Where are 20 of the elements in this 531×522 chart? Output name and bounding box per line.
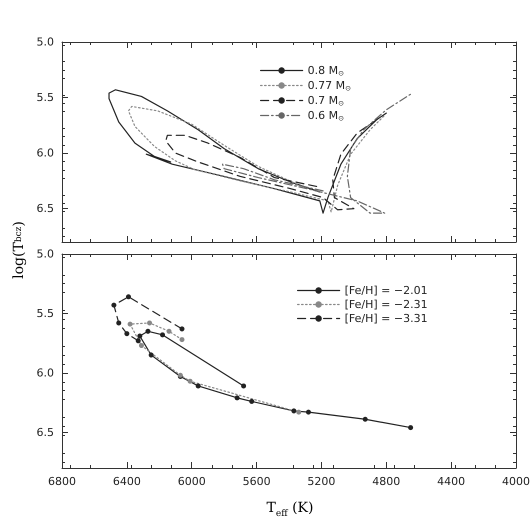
y-tick-label: 6.0 — [36, 366, 54, 380]
legend-label: [Fe/H] = −3.31 — [344, 312, 428, 325]
x-tick-label: 4800 — [372, 475, 400, 488]
legend-label: [Fe/H] = −2.01 — [344, 284, 428, 297]
x-tick-label: 5600 — [242, 475, 271, 488]
y-tick-label: 6.5 — [36, 426, 54, 439]
y-tick-label: 5.5 — [36, 306, 54, 320]
x-axis-title: T$_{eff}$ (K) — [266, 500, 314, 519]
x-tick-label: 4000 — [502, 475, 530, 488]
x-tick-label: 4400 — [437, 475, 466, 488]
x-tick-label: 6000 — [178, 475, 206, 488]
legend-label: [Fe/H] = −2.31 — [344, 298, 428, 311]
x-tick-label: 6400 — [112, 475, 141, 488]
y-tick-label: 6.0 — [36, 146, 54, 160]
y-tick-label: 5.5 — [36, 91, 54, 104]
y-tick-label: 5.0 — [36, 248, 54, 260]
x-tick-label: 6800 — [48, 475, 76, 488]
y-tick-label: 5.0 — [36, 36, 54, 48]
x-tick-label: 5200 — [307, 475, 336, 488]
y-tick-label: 6.5 — [36, 202, 54, 216]
